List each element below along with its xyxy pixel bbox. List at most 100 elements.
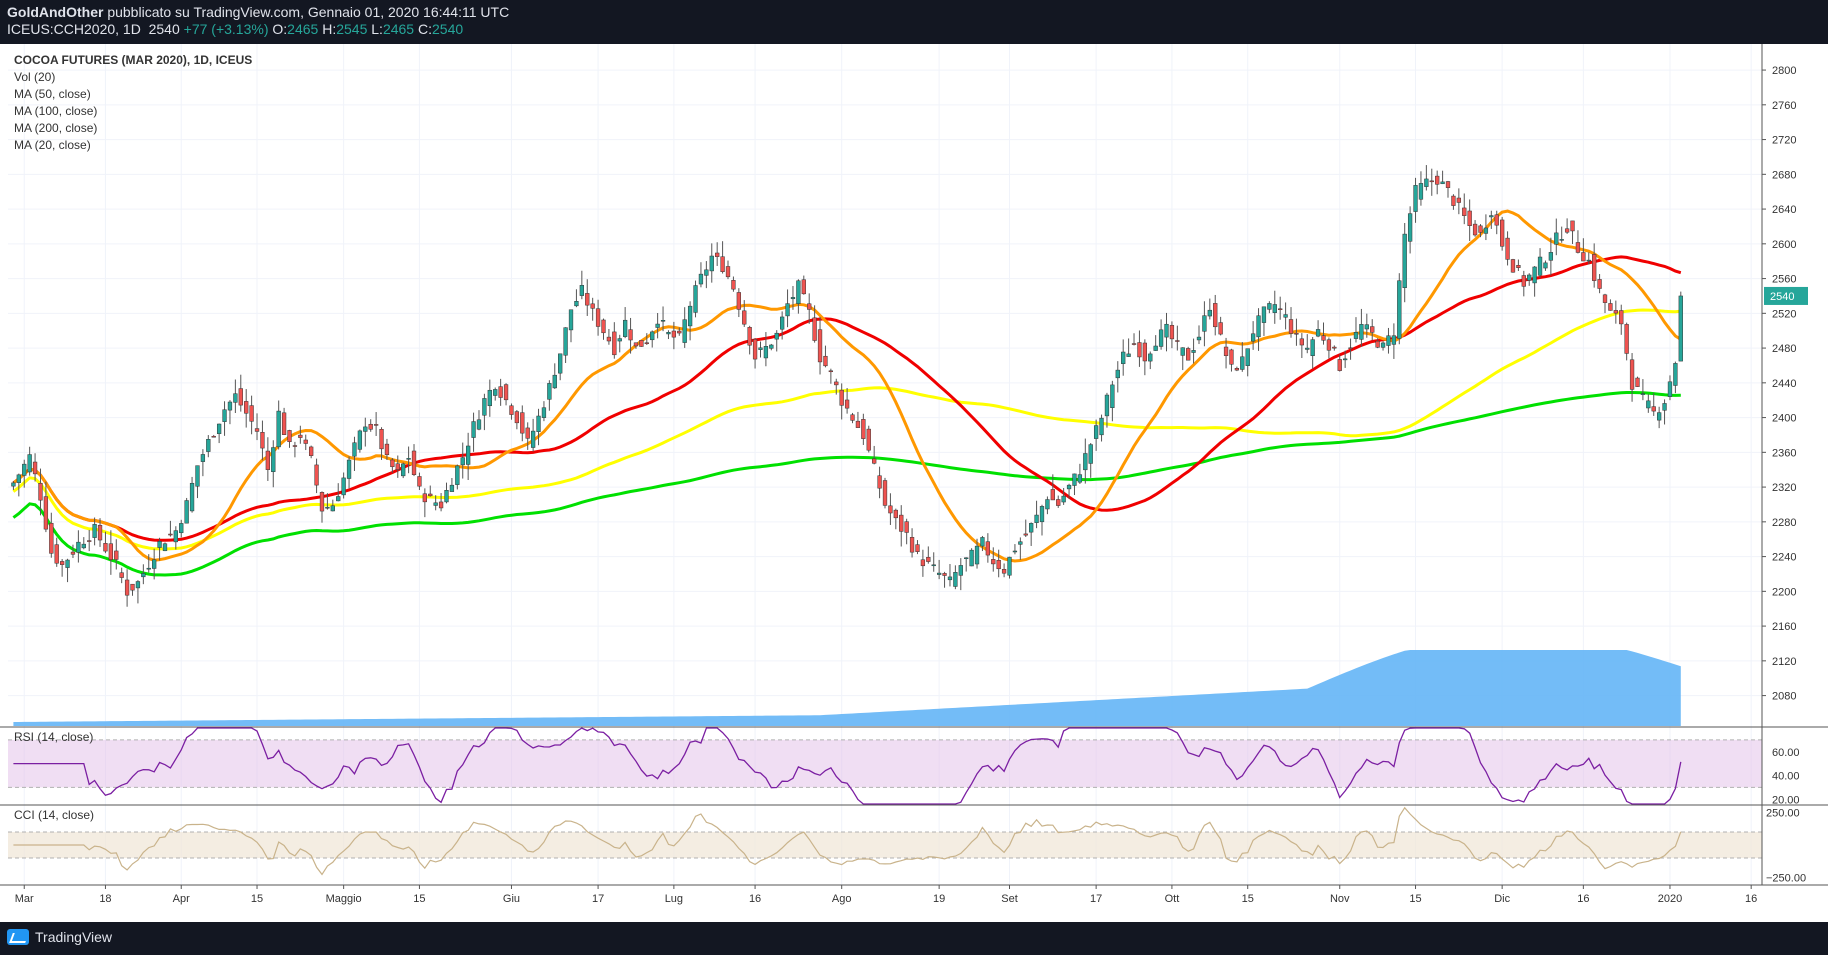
- candle-body: [1548, 252, 1554, 261]
- candle-body: [1256, 315, 1261, 338]
- candle-body: [1364, 324, 1369, 330]
- candle-body: [76, 541, 81, 553]
- candle-body: [27, 454, 32, 473]
- price-tick-label: 2640: [1772, 204, 1796, 216]
- candle-body: [65, 559, 70, 568]
- cci-label: CCI (14, close): [14, 808, 94, 822]
- candle-body: [1391, 335, 1397, 345]
- candle-body: [314, 464, 319, 486]
- candle-body: [1029, 523, 1034, 533]
- candle-body: [1169, 325, 1175, 340]
- time-tick-label: 16: [1745, 893, 1757, 905]
- candle-body: [715, 252, 720, 257]
- rsi-label: RSI (14, close): [14, 730, 93, 744]
- candle-body: [639, 340, 644, 347]
- candle-body: [1023, 533, 1028, 536]
- candle-body: [823, 355, 828, 367]
- candle-body: [1234, 368, 1240, 371]
- candle-body: [16, 474, 21, 483]
- candle-body: [1456, 197, 1461, 203]
- candle-body: [947, 576, 953, 581]
- candle-body: [379, 429, 384, 450]
- candle-body: [926, 556, 931, 562]
- candle-body: [953, 572, 958, 587]
- candle-body: [790, 297, 796, 300]
- candle-body: [1272, 304, 1277, 313]
- legend-ma100[interactable]: MA (100, close): [14, 104, 97, 118]
- tradingview-brand[interactable]: TradingView: [7, 929, 112, 945]
- candle-body: [1229, 349, 1234, 365]
- legend-ma50[interactable]: MA (50, close): [14, 87, 91, 101]
- time-tick-label: 17: [592, 893, 604, 905]
- candle-body: [1066, 484, 1072, 490]
- candle-body: [872, 458, 877, 464]
- candle-body: [1375, 340, 1380, 348]
- cci-tick-label: −250.00: [1766, 873, 1806, 885]
- chart-canvas[interactable]: RSI (14, close) CCI (14, close) 2080 2120…: [0, 44, 1828, 922]
- candle-body: [514, 411, 520, 424]
- candle-body: [1537, 256, 1543, 276]
- legend-ma20[interactable]: MA (20, close): [14, 138, 91, 152]
- candle-body: [558, 353, 563, 374]
- price-tick-label: 2480: [1772, 343, 1796, 355]
- candle-body: [271, 447, 276, 473]
- candle-body: [184, 500, 189, 524]
- candle-body: [1186, 348, 1191, 361]
- candle-body: [1326, 339, 1332, 351]
- candle-body: [216, 423, 222, 434]
- candle-body: [747, 327, 752, 346]
- candle-body: [666, 332, 671, 335]
- price-tick-label: 2360: [1772, 447, 1796, 459]
- candle-body: [1115, 369, 1120, 379]
- candle-body: [568, 309, 574, 331]
- candle-body: [536, 415, 541, 432]
- candle-body: [352, 442, 357, 457]
- author-name[interactable]: GoldAndOther: [7, 4, 104, 20]
- candle-body: [828, 370, 834, 373]
- candle-body: [141, 573, 146, 578]
- candle-body: [1380, 342, 1386, 348]
- high-value: 2545: [336, 21, 368, 37]
- legend-ma200[interactable]: MA (200, close): [14, 121, 97, 135]
- price-tick-label: 2680: [1772, 169, 1796, 181]
- candle-body: [249, 405, 254, 422]
- candle-body: [1407, 213, 1413, 242]
- time-tick-label: Maggio: [326, 893, 362, 905]
- candle-body: [633, 342, 639, 347]
- legend-vol[interactable]: Vol (20): [14, 70, 55, 84]
- candle-body: [438, 501, 444, 509]
- price-tick-label: 2200: [1772, 586, 1796, 598]
- candle-body: [119, 572, 124, 578]
- time-tick-label: 16: [749, 893, 761, 905]
- close-value: 2540: [432, 21, 464, 37]
- candle-body: [509, 405, 514, 415]
- open-value: 2465: [287, 21, 319, 37]
- candle-body: [303, 439, 308, 444]
- candle-body: [70, 551, 76, 555]
- candle-body: [1148, 353, 1153, 362]
- candle-body: [1045, 499, 1050, 510]
- candle-body: [958, 565, 963, 576]
- candle-body: [1153, 345, 1158, 351]
- candle-body: [222, 409, 227, 422]
- candle-body: [1305, 347, 1310, 350]
- candle-body: [541, 407, 547, 418]
- candle-body: [1299, 338, 1304, 346]
- candle-body: [1240, 356, 1245, 370]
- time-tick-label: Giu: [503, 893, 520, 905]
- candle-body: [384, 443, 390, 456]
- price-tick-label: 2760: [1772, 100, 1796, 112]
- price-tick-label: 2240: [1772, 552, 1796, 564]
- candle-body: [298, 434, 303, 438]
- candle-body: [1196, 336, 1202, 341]
- candle-body: [660, 320, 666, 322]
- candle-body: [687, 305, 693, 327]
- candle-body: [855, 420, 861, 428]
- candle-body: [206, 439, 211, 452]
- candle-body: [1656, 412, 1662, 421]
- candle-body: [455, 465, 460, 485]
- candle-body: [1083, 453, 1088, 471]
- candle-body: [752, 338, 758, 360]
- candle-body: [709, 255, 714, 272]
- time-tick-label: 16: [1577, 893, 1589, 905]
